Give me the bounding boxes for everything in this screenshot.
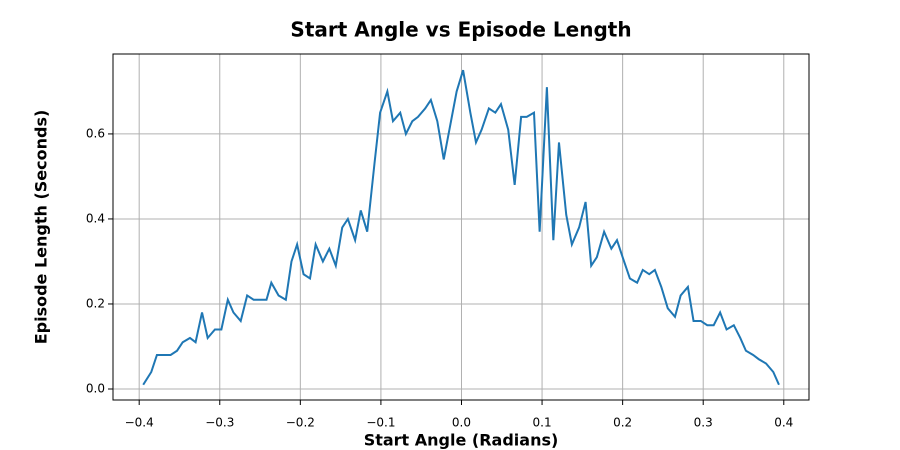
- x-tick-label: −0.2: [286, 416, 315, 430]
- y-tick-label: 0.6: [86, 126, 105, 140]
- x-tick-label: −0.3: [205, 416, 234, 430]
- x-axis-label: Start Angle (Radians): [364, 431, 559, 450]
- chart-title: Start Angle vs Episode Length: [290, 18, 631, 42]
- x-tick-label: −0.1: [366, 416, 395, 430]
- y-axis-label: Episode Length (Seconds): [32, 110, 51, 345]
- x-tick-label: 0.3: [694, 416, 713, 430]
- y-tick-label: 0.4: [86, 211, 105, 225]
- y-tick-label: 0.0: [86, 381, 105, 395]
- plot-frame: [112, 53, 810, 401]
- x-tick-label: 0.1: [533, 416, 552, 430]
- data-line: [142, 69, 780, 386]
- x-tick-label: 0.0: [452, 416, 471, 430]
- y-tick-label: 0.2: [86, 296, 105, 310]
- x-tick-label: −0.4: [125, 416, 154, 430]
- x-tick-label: 0.4: [774, 416, 793, 430]
- x-tick-label: 0.2: [613, 416, 632, 430]
